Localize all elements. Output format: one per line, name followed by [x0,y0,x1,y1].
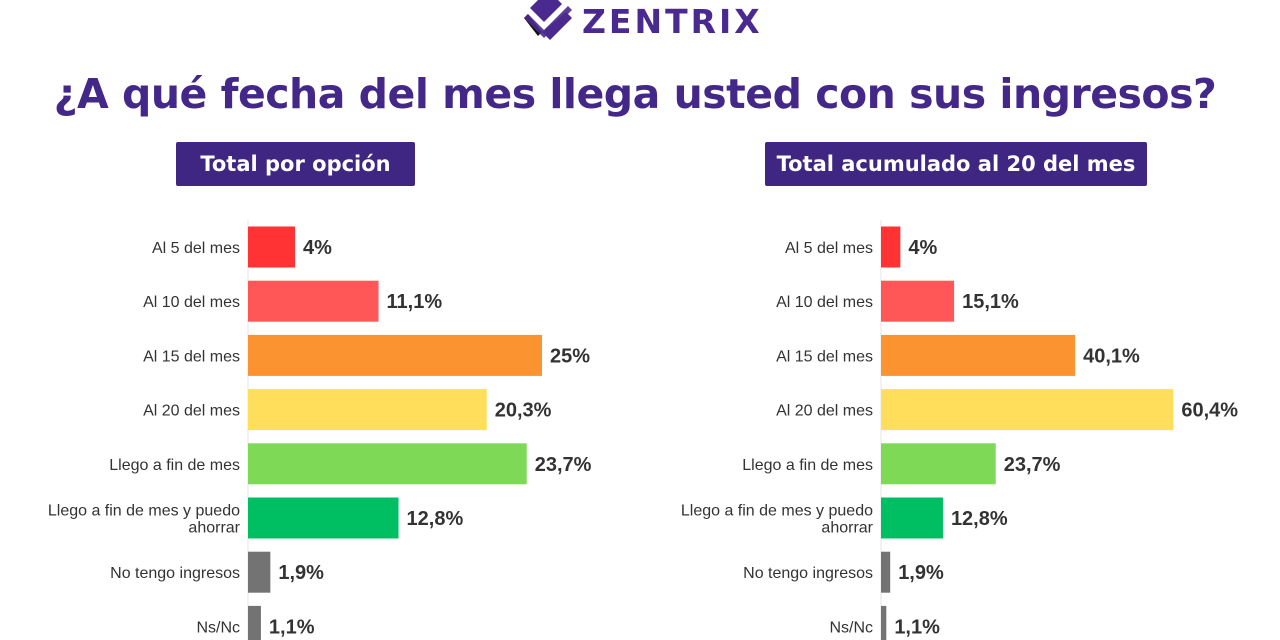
category-label: Al 5 del mes [152,240,240,257]
data-label: 1,1% [894,616,940,638]
bar [881,334,1076,376]
data-label: 40,1% [1083,345,1140,367]
category-label: Al 5 del mes [785,240,873,257]
bar [248,226,296,268]
bar [881,443,996,485]
data-label: 1,9% [898,562,944,584]
bar [248,334,542,376]
data-label: 20,3% [495,400,552,422]
category-label: Al 15 del mes [143,348,240,365]
data-label: 4% [908,237,937,259]
data-label: 4% [303,237,332,259]
category-label: Llego a fin de mes y puedo [48,503,240,520]
bar [881,389,1174,431]
data-label: 23,7% [535,454,592,476]
category-label: Al 10 del mes [776,294,873,311]
data-label: 23,7% [1004,454,1061,476]
data-label: 15,1% [962,291,1019,313]
chart-title-right: Total acumulado al 20 del mes [765,142,1147,186]
page-title: ¿A qué fecha del mes llega usted con sus… [53,70,1217,118]
bar [248,551,271,593]
category-label: Ns/Nc [829,619,873,636]
category-label: Al 20 del mes [143,403,240,420]
brand-name: ZENTRIX [582,2,763,41]
bar [881,605,887,640]
chart-title-left: Total por opción [176,142,415,186]
bar [881,280,955,322]
bar [248,497,399,539]
zentrix-logo-icon [524,0,572,40]
category-label: Llego a fin de mes [109,457,240,474]
bar [881,551,891,593]
bar [881,226,901,268]
bar [248,605,261,640]
category-label: ahorrar [188,520,240,537]
bar [248,280,379,322]
category-label: Al 20 del mes [776,403,873,420]
data-label: 60,4% [1181,400,1238,422]
category-label: Ns/Nc [196,619,240,636]
bar [248,443,527,485]
category-label: Al 15 del mes [776,348,873,365]
bar [248,389,487,431]
category-label: Llego a fin de mes [742,457,873,474]
brand-logo: ZENTRIX [524,0,763,44]
category-label: ahorrar [821,520,873,537]
data-label: 1,9% [278,562,324,584]
data-label: 11,1% [387,291,443,313]
category-label: Llego a fin de mes y puedo [681,503,873,520]
data-label: 1,1% [269,616,315,638]
data-label: 12,8% [951,508,1008,530]
bar [881,497,943,539]
data-label: 12,8% [407,508,464,530]
category-label: No tengo ingresos [743,565,873,582]
data-label: 25% [550,345,590,367]
category-label: No tengo ingresos [110,565,240,582]
category-label: Al 10 del mes [143,294,240,311]
